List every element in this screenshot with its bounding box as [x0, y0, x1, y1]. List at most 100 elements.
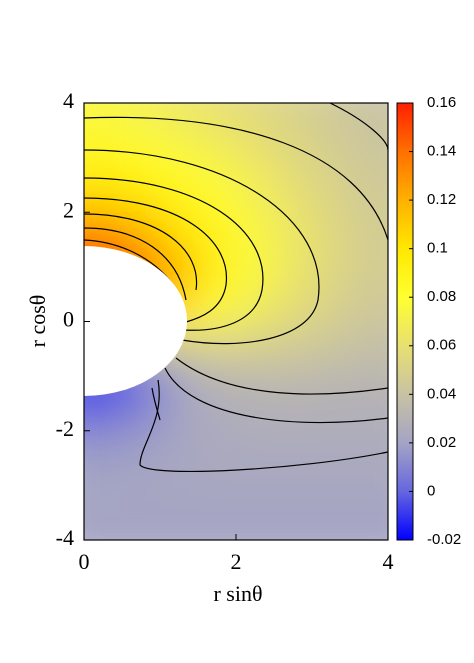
x-tick-label: 2 — [231, 549, 242, 574]
colorbar-tick-label: 0.06 — [427, 337, 456, 354]
heat-cell — [236, 130, 275, 159]
heat-cell — [236, 348, 275, 377]
heat-cell — [236, 321, 275, 350]
heat-cell — [198, 294, 237, 322]
heat-cell — [312, 485, 351, 514]
heat-cell — [198, 430, 237, 459]
heat-cell — [274, 157, 313, 186]
heat-cell — [312, 184, 351, 213]
colorbar-tick-label: 0.02 — [427, 434, 456, 451]
heat-cell — [198, 239, 237, 268]
heat-cell — [198, 376, 237, 404]
heat-cell — [350, 512, 388, 540]
y-tick-label: -2 — [56, 416, 74, 441]
y-tick-label: 4 — [63, 88, 74, 113]
contour — [84, 116, 388, 241]
contour — [84, 213, 198, 291]
heat-cell — [312, 403, 351, 432]
heat-cell — [350, 430, 388, 459]
heat-cell — [274, 239, 313, 268]
excluded-region — [0, 246, 187, 396]
heat-cell — [274, 266, 313, 295]
heat-cell — [350, 184, 388, 213]
contour — [139, 379, 388, 473]
heat-cell — [122, 157, 161, 186]
heat-cell — [274, 130, 313, 159]
heat-cell — [236, 266, 275, 295]
heat-cell — [160, 103, 199, 131]
y-tick-label: -4 — [56, 525, 74, 550]
heat-cell — [274, 184, 313, 213]
heat-cell — [350, 266, 388, 295]
heat-cell — [160, 403, 199, 432]
heat-cell — [122, 212, 161, 241]
colorbar-tick-label: 0 — [427, 482, 435, 499]
colorbar — [396, 102, 414, 541]
heat-cell — [160, 130, 199, 159]
colorbar-tick-label: -0.02 — [427, 531, 461, 548]
heat-cell — [236, 184, 275, 213]
heat-cell — [312, 348, 351, 377]
colorbar-tick-label: 0.14 — [427, 143, 456, 160]
contour — [84, 177, 264, 331]
heat-cell — [274, 403, 313, 432]
heat-cell — [274, 103, 313, 131]
heat-cell — [122, 512, 161, 540]
heat-cell — [312, 130, 351, 159]
heat-cell — [160, 184, 199, 213]
heat-cell — [236, 157, 275, 186]
heat-cell — [236, 294, 275, 322]
heat-cell — [236, 485, 275, 514]
contour — [84, 197, 228, 323]
heat-cell — [84, 403, 123, 432]
heat-cell — [198, 266, 237, 295]
heat-cell — [312, 103, 351, 131]
colorbar-tick-label: 0.12 — [427, 191, 456, 208]
heat-cell — [350, 458, 388, 486]
heat-cell — [160, 376, 199, 404]
contour — [329, 103, 388, 151]
heat-cell — [122, 430, 161, 459]
heat-cell — [236, 103, 275, 131]
heat-cell — [274, 294, 313, 322]
y-tick-label: 0 — [63, 307, 74, 332]
colorbar-tick-label: 0.16 — [427, 94, 456, 111]
heat-cell — [84, 458, 123, 486]
heat-cell — [312, 512, 351, 540]
heat-cell — [312, 212, 351, 241]
heat-cell — [350, 294, 388, 322]
heat-cell — [350, 403, 388, 432]
heat-cell — [236, 458, 275, 486]
heat-cell — [122, 184, 161, 213]
heat-cell — [198, 184, 237, 213]
heat-cell — [350, 321, 388, 350]
y-tick-label: 2 — [63, 197, 74, 222]
x-tick-label: 0 — [79, 549, 90, 574]
heat-cell — [350, 239, 388, 268]
axes: 0 2 4 -4 -2 0 2 4 -0.02 0 0.02 0.04 0.06 0.08 0.1 0.12 0… — [56, 88, 462, 574]
heat-cell — [274, 212, 313, 241]
heat-cell — [274, 512, 313, 540]
colorbar-tick-label: 0.1 — [427, 240, 448, 257]
heat-cell — [274, 485, 313, 514]
heat-cell — [160, 430, 199, 459]
contour — [84, 227, 187, 301]
contour — [151, 387, 161, 421]
heat-cell — [236, 512, 275, 540]
heat-cell — [160, 485, 199, 514]
heat-cell — [84, 512, 123, 540]
heat-cell — [198, 348, 237, 377]
heat-cell — [198, 485, 237, 514]
heat-cell — [198, 157, 237, 186]
heat-cell — [84, 212, 123, 241]
heat-cell — [160, 512, 199, 540]
contour — [84, 149, 320, 345]
heat-cell — [274, 376, 313, 404]
y-axis-label: r cosθ — [25, 295, 50, 348]
x-axis-label: r sinθ — [213, 581, 262, 606]
heat-cell — [236, 212, 275, 241]
colorbar-tick-label: 0.08 — [427, 288, 456, 305]
heat-cell — [122, 485, 161, 514]
heat-cell — [350, 485, 388, 514]
